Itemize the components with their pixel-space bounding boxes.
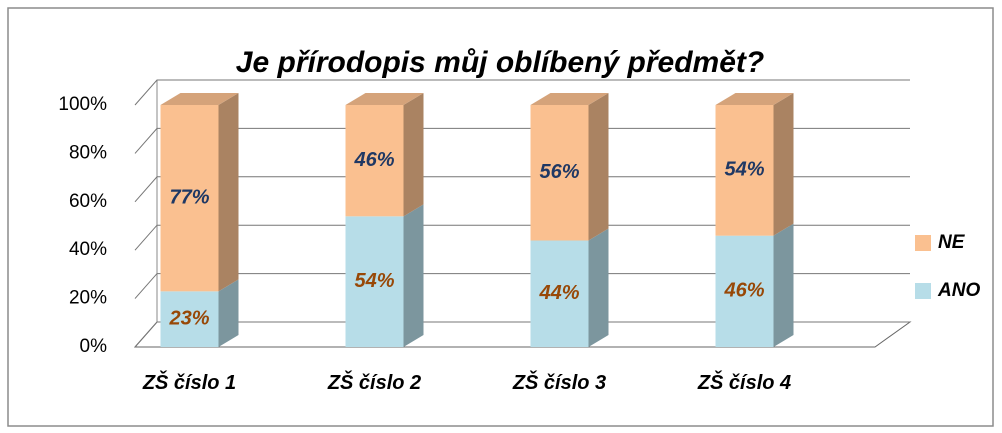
bar-side (403, 93, 424, 217)
bar (530, 105, 589, 241)
value-label: 23% (168, 307, 209, 329)
x-tick-label: ZŠ číslo 4 (697, 372, 792, 394)
grid-line (134, 127, 910, 154)
bar (715, 105, 774, 236)
value-label: 54% (354, 270, 394, 292)
y-tick-label: 20% (69, 288, 107, 309)
value-label: 56% (539, 161, 579, 183)
bar (715, 235, 774, 347)
bar (160, 291, 219, 347)
bar-top (160, 93, 239, 105)
bar-top (345, 93, 424, 105)
x-tick-label: ZŠ číslo 1 (142, 372, 237, 394)
legend-label: NE (938, 232, 966, 253)
y-tick-label: 40% (69, 239, 107, 260)
bar-side (773, 93, 794, 236)
bar-top (715, 93, 794, 105)
bar (345, 105, 404, 217)
bar-side (403, 204, 424, 347)
bar (345, 216, 404, 347)
bar-top (530, 93, 609, 105)
legend-swatch (915, 235, 931, 251)
bar-side (218, 93, 239, 292)
y-tick-label: 60% (69, 191, 107, 212)
value-label: 46% (353, 149, 394, 171)
y-tick-label: 80% (69, 142, 107, 163)
value-label: 54% (724, 159, 764, 181)
bar-side (218, 279, 239, 347)
legend-swatch (915, 283, 931, 299)
bar (160, 105, 219, 292)
x-tick-label: ZŠ číslo 3 (512, 372, 607, 394)
grid-line (134, 273, 910, 299)
bar-side (588, 93, 609, 241)
bar-side (773, 223, 794, 347)
bar (530, 240, 589, 347)
grid-line (134, 321, 910, 348)
value-label: 44% (538, 282, 579, 304)
y-tick-label: 100% (58, 94, 107, 115)
y-tick-label: 0% (80, 336, 108, 357)
value-label: 77% (169, 186, 209, 208)
x-tick-label: ZŠ číslo 2 (327, 372, 422, 394)
bar-side (588, 228, 609, 347)
value-label: 46% (723, 280, 764, 302)
grid-line (134, 79, 910, 106)
legend-label: ANO (937, 280, 980, 301)
grid-line (134, 176, 910, 203)
grid-line (134, 224, 910, 251)
chart-title: Je přírodopis můj oblíbený předmět? (236, 46, 764, 79)
